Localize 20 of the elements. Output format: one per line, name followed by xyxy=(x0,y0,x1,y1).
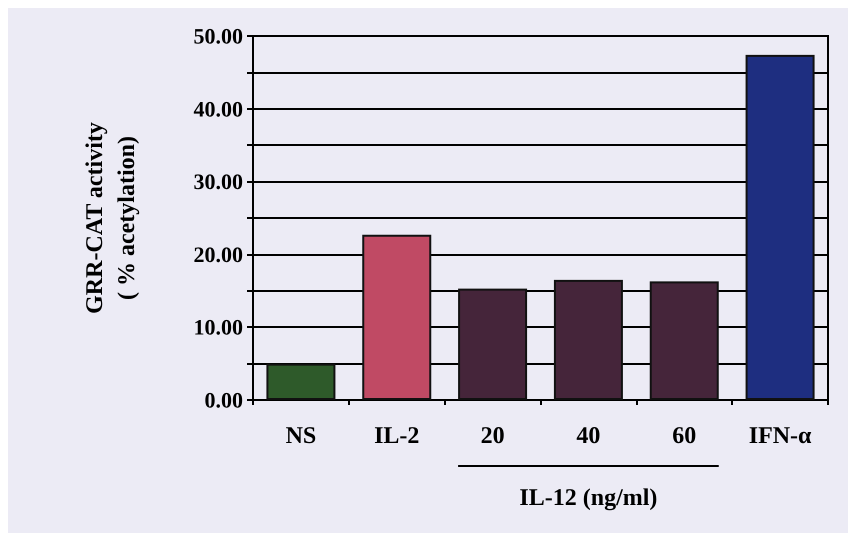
bar xyxy=(266,364,336,400)
y-tick-label: 30.00 xyxy=(194,169,243,194)
y-axis-title: GRR-CAT activity ( % acetylation) xyxy=(82,122,140,314)
y-tick-label: 10.00 xyxy=(194,314,243,340)
x-tick-label: 20 xyxy=(480,423,505,449)
y-tick-label: 40.00 xyxy=(194,96,243,122)
y-tick-label: 0.00 xyxy=(204,388,243,412)
x-tick-label: 60 xyxy=(672,423,696,449)
x-tick-label: IL-2 xyxy=(374,423,420,449)
x-tick-label: NS xyxy=(286,423,316,449)
bar xyxy=(650,281,719,400)
y-tick-label: 20.00 xyxy=(194,242,243,267)
y-tick-label: 50.00 xyxy=(194,24,243,48)
x-tick-label: 40 xyxy=(576,423,600,449)
text: IL-12 (ng/ml) xyxy=(519,485,658,511)
bar xyxy=(554,280,623,400)
bar xyxy=(458,288,528,400)
bar xyxy=(362,234,432,400)
x-tick-label: IFN-α xyxy=(748,423,812,449)
bar xyxy=(746,54,815,400)
